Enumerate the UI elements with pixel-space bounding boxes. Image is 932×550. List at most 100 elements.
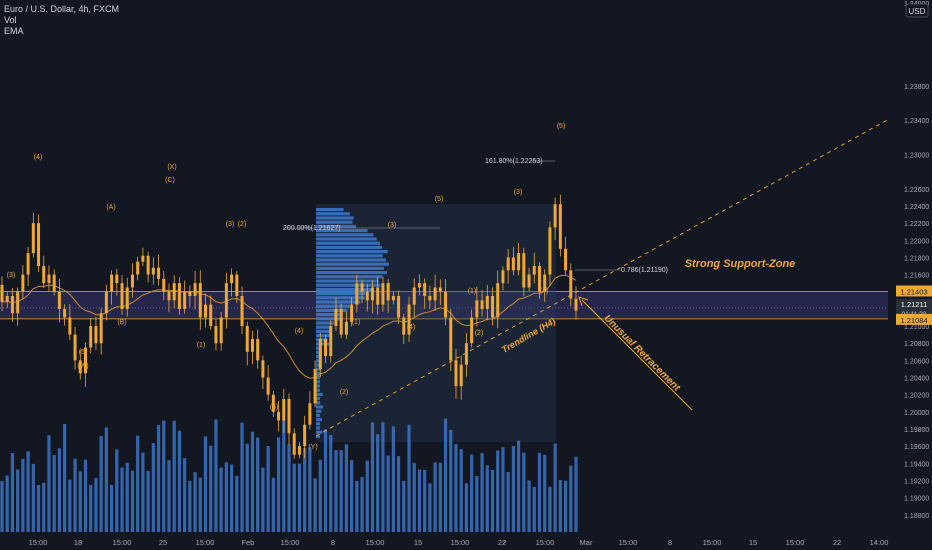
candle-body[interactable] xyxy=(402,317,406,335)
candle-body[interactable] xyxy=(31,223,35,254)
candle-body[interactable] xyxy=(271,394,275,412)
candle-body[interactable] xyxy=(407,304,411,335)
candle-body[interactable] xyxy=(63,308,67,318)
candle-body[interactable] xyxy=(245,326,249,352)
candle-body[interactable] xyxy=(277,411,281,421)
candle-body[interactable] xyxy=(344,321,348,335)
candle-body[interactable] xyxy=(83,347,87,374)
candle-body[interactable] xyxy=(329,326,333,357)
candle-body[interactable] xyxy=(78,360,82,374)
candle-body[interactable] xyxy=(94,326,98,344)
candle-body[interactable] xyxy=(386,283,390,301)
candle-body[interactable] xyxy=(339,308,343,335)
candle-body[interactable] xyxy=(517,253,521,271)
candle-body[interactable] xyxy=(370,287,374,301)
candle-body[interactable] xyxy=(37,223,41,266)
candle-body[interactable] xyxy=(454,360,458,387)
candle-body[interactable] xyxy=(558,204,562,249)
candle-body[interactable] xyxy=(0,284,4,303)
candle-body[interactable] xyxy=(188,291,192,297)
candle-body[interactable] xyxy=(553,204,557,228)
candle-body[interactable] xyxy=(475,300,479,318)
candle-body[interactable] xyxy=(99,313,103,344)
candle-body[interactable] xyxy=(464,343,468,365)
candle-body[interactable] xyxy=(501,270,505,284)
candle-body[interactable] xyxy=(193,283,197,297)
candle-body[interactable] xyxy=(204,304,208,318)
candle-body[interactable] xyxy=(365,291,369,301)
candle-body[interactable] xyxy=(261,360,265,378)
candle-body[interactable] xyxy=(16,291,20,314)
candle-body[interactable] xyxy=(569,270,573,299)
candle-body[interactable] xyxy=(115,274,119,284)
candle-body[interactable] xyxy=(73,334,77,361)
candle-body[interactable] xyxy=(125,287,129,309)
candle-body[interactable] xyxy=(151,267,155,275)
price-axis[interactable] xyxy=(888,0,932,550)
candle-body[interactable] xyxy=(444,291,448,318)
support-zone[interactable] xyxy=(0,291,888,319)
candle-body[interactable] xyxy=(574,298,578,311)
candle-body[interactable] xyxy=(334,308,338,327)
candle-body[interactable] xyxy=(209,304,213,327)
candle-body[interactable] xyxy=(68,317,72,335)
candle-body[interactable] xyxy=(376,287,380,305)
candle-body[interactable] xyxy=(318,338,322,369)
candle-body[interactable] xyxy=(511,257,515,271)
candle-body[interactable] xyxy=(250,338,254,352)
candle-body[interactable] xyxy=(381,283,385,305)
candle-body[interactable] xyxy=(303,424,307,447)
candle-body[interactable] xyxy=(235,274,239,297)
candle-body[interactable] xyxy=(548,227,552,275)
candle-body[interactable] xyxy=(183,291,187,309)
candle-body[interactable] xyxy=(5,296,9,303)
candle-body[interactable] xyxy=(266,377,270,395)
candle-body[interactable] xyxy=(110,274,114,292)
candle-body[interactable] xyxy=(433,287,437,301)
candle-body[interactable] xyxy=(428,296,432,301)
candle-body[interactable] xyxy=(42,266,46,284)
candle-body[interactable] xyxy=(130,274,134,288)
candle-body[interactable] xyxy=(57,291,61,309)
candle-body[interactable] xyxy=(120,283,124,309)
candle-body[interactable] xyxy=(198,283,202,318)
candle-body[interactable] xyxy=(355,283,359,305)
candle-body[interactable] xyxy=(491,296,495,318)
candle-body[interactable] xyxy=(256,338,260,361)
candle-body[interactable] xyxy=(21,274,25,292)
candle-body[interactable] xyxy=(104,291,108,314)
candle-body[interactable] xyxy=(146,255,150,275)
candle-body[interactable] xyxy=(543,274,547,292)
candle-body[interactable] xyxy=(230,274,234,284)
candle-body[interactable] xyxy=(52,274,56,292)
candle-body[interactable] xyxy=(480,300,484,309)
candle-body[interactable] xyxy=(89,326,93,348)
candle-body[interactable] xyxy=(157,267,161,279)
candle-body[interactable] xyxy=(167,291,171,301)
candle-body[interactable] xyxy=(282,399,286,421)
candle-body[interactable] xyxy=(219,317,223,344)
candle-body[interactable] xyxy=(527,274,531,288)
candle-body[interactable] xyxy=(532,266,536,275)
candle-body[interactable] xyxy=(324,338,328,357)
candle-body[interactable] xyxy=(224,283,228,318)
candle-body[interactable] xyxy=(308,403,312,425)
candle-body[interactable] xyxy=(470,317,474,344)
candle-body[interactable] xyxy=(240,296,244,327)
candle-body[interactable] xyxy=(287,399,291,434)
candle-body[interactable] xyxy=(496,283,500,318)
candle-body[interactable] xyxy=(172,283,176,301)
candle-body[interactable] xyxy=(136,261,140,275)
candle-body[interactable] xyxy=(522,253,526,288)
candle-body[interactable] xyxy=(412,287,416,305)
candle-body[interactable] xyxy=(162,278,166,292)
candle-body[interactable] xyxy=(10,296,14,314)
candle-body[interactable] xyxy=(297,446,301,455)
candle-body[interactable] xyxy=(506,257,510,271)
candle-body[interactable] xyxy=(141,255,145,262)
candle-body[interactable] xyxy=(449,317,453,361)
candle-body[interactable] xyxy=(313,368,317,404)
candle-body[interactable] xyxy=(350,304,354,322)
